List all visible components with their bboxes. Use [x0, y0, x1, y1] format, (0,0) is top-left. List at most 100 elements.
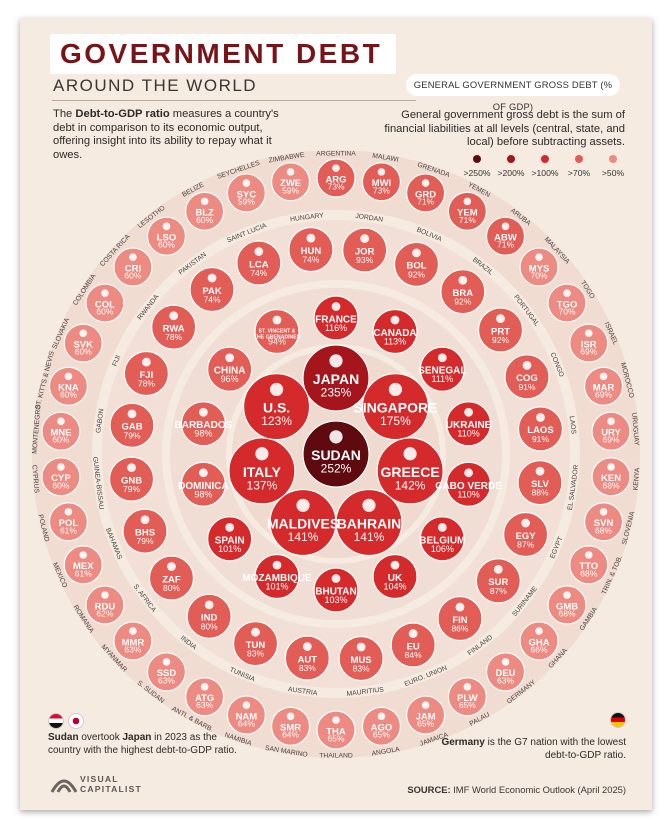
bubble-circle: [48, 502, 89, 542]
flag-icon: [79, 551, 88, 559]
bubble-circle: [475, 558, 521, 604]
bubble-value-label: 60%: [52, 480, 69, 490]
japan-flag-icon: [68, 712, 84, 729]
bubble-circle: [390, 622, 436, 668]
bubble-code-label: ISR: [581, 339, 597, 350]
bubble-country-name: THAILAND: [319, 753, 353, 760]
flag-icon: [356, 642, 366, 652]
bubble-circle: [504, 354, 550, 400]
intro-bold-term: Debt-to-GDP ratio: [75, 108, 170, 120]
bubble-circle: [517, 460, 563, 506]
bubble-value-label: 175%: [380, 414, 411, 428]
bubble-circle: [41, 411, 81, 451]
bubble-circle: [342, 227, 388, 273]
bubble-value-label: 83%: [299, 663, 316, 673]
bubble-country-name: ANGOLA: [371, 746, 401, 758]
bubble-value-label: 79%: [123, 430, 140, 440]
flag-icon: [521, 518, 531, 528]
bubble-value-label: 91%: [532, 434, 549, 444]
flag-icon: [254, 247, 264, 256]
bubble-country-name: KENYA: [633, 467, 642, 491]
bubble-country-name: MAURITIUS: [346, 686, 384, 698]
flag-icon: [255, 447, 269, 461]
flag-icon: [390, 560, 400, 570]
bubble-value-label: 69%: [580, 347, 597, 357]
bubble-value-label: 64%: [282, 730, 299, 740]
bubble-value-label: 65%: [417, 719, 434, 729]
bubble-code-label: TTO: [579, 561, 598, 572]
infographic-card: SUDAN 252% JAPAN 235% SINGAPORE 175% GREECE 142…: [20, 18, 652, 810]
bubble-code-label: TGO: [557, 299, 578, 310]
bubble-code-label: DOMINICA: [178, 481, 229, 492]
legend-description: General government gross debt is the sum…: [384, 109, 625, 148]
bubble-code-label: LCA: [249, 259, 269, 270]
bubble-value-label: 65%: [373, 730, 390, 740]
bubble-value-label: 60%: [75, 347, 92, 357]
bubble-code-label: DEU: [495, 668, 515, 679]
bubble-value-label: 83%: [353, 663, 370, 673]
bubble-code-label: SUR: [488, 577, 508, 588]
bubble-circle: [376, 437, 444, 505]
flag-icon: [162, 658, 171, 666]
bubble-value-label: 92%: [454, 297, 471, 307]
bubble-code-label: SSD: [157, 668, 177, 679]
flag-icon: [251, 627, 260, 637]
bubble-code-label: THA: [326, 726, 346, 737]
bubble-circle: [48, 366, 89, 406]
bubble-value-label: 78%: [138, 379, 155, 389]
legend-label: >50%: [601, 168, 625, 178]
flag-icon: [421, 179, 430, 187]
bubble-circle: [447, 191, 487, 231]
legend-label: >100%: [531, 168, 559, 178]
bubble-circle: [517, 406, 564, 452]
bubble-code-label: BLZ: [195, 208, 214, 219]
flag-icon: [101, 289, 109, 297]
legend-dot: [507, 155, 515, 163]
bubble-code-label: BHUTAN: [315, 587, 356, 598]
bubble-code-label: CABO VERDE: [435, 481, 502, 492]
bubble-code-label: MOZAMBIQUE: [242, 573, 312, 584]
bubble-code-label: ITALY: [243, 464, 282, 480]
bubble-circle: [361, 373, 430, 441]
bubble-circle: [547, 585, 587, 625]
bubble-code-label: GHA: [528, 637, 549, 648]
bubble-code-label: SLV: [531, 479, 549, 490]
flag-icon: [501, 222, 510, 231]
bubble-country-name: ARGENTINA: [316, 151, 356, 158]
bubble-code-label: PAK: [202, 286, 221, 297]
bubble-circle: [189, 266, 235, 313]
flag-icon: [242, 701, 251, 709]
bubble-circle: [226, 173, 266, 213]
bubble-circle: [63, 545, 103, 585]
bubble-value-label: 86%: [451, 624, 468, 634]
bubble-value-label: 73%: [373, 185, 390, 195]
flag-icon: [408, 629, 418, 638]
flag-icon: [607, 417, 615, 426]
bubble-value-label: 123%: [261, 414, 292, 428]
legend-item-5: >50%: [596, 152, 630, 178]
flag-icon: [437, 522, 447, 532]
bubble-code-label: NAM: [236, 711, 258, 722]
bubble-code-label: MUS: [351, 655, 372, 666]
flag-icon: [496, 314, 505, 323]
flag-icon: [412, 248, 421, 258]
bubble-country-name: MALAWI: [372, 152, 399, 163]
bubble-value-label: 63%: [196, 700, 213, 710]
bubble-circle: [316, 710, 356, 750]
bubble-value-label: 83%: [247, 649, 264, 659]
bubble-value-label: 59%: [238, 196, 255, 206]
bubble-circle: [226, 695, 266, 735]
bubble-value-label: 60%: [196, 215, 213, 225]
bubble-circle: [254, 308, 300, 355]
